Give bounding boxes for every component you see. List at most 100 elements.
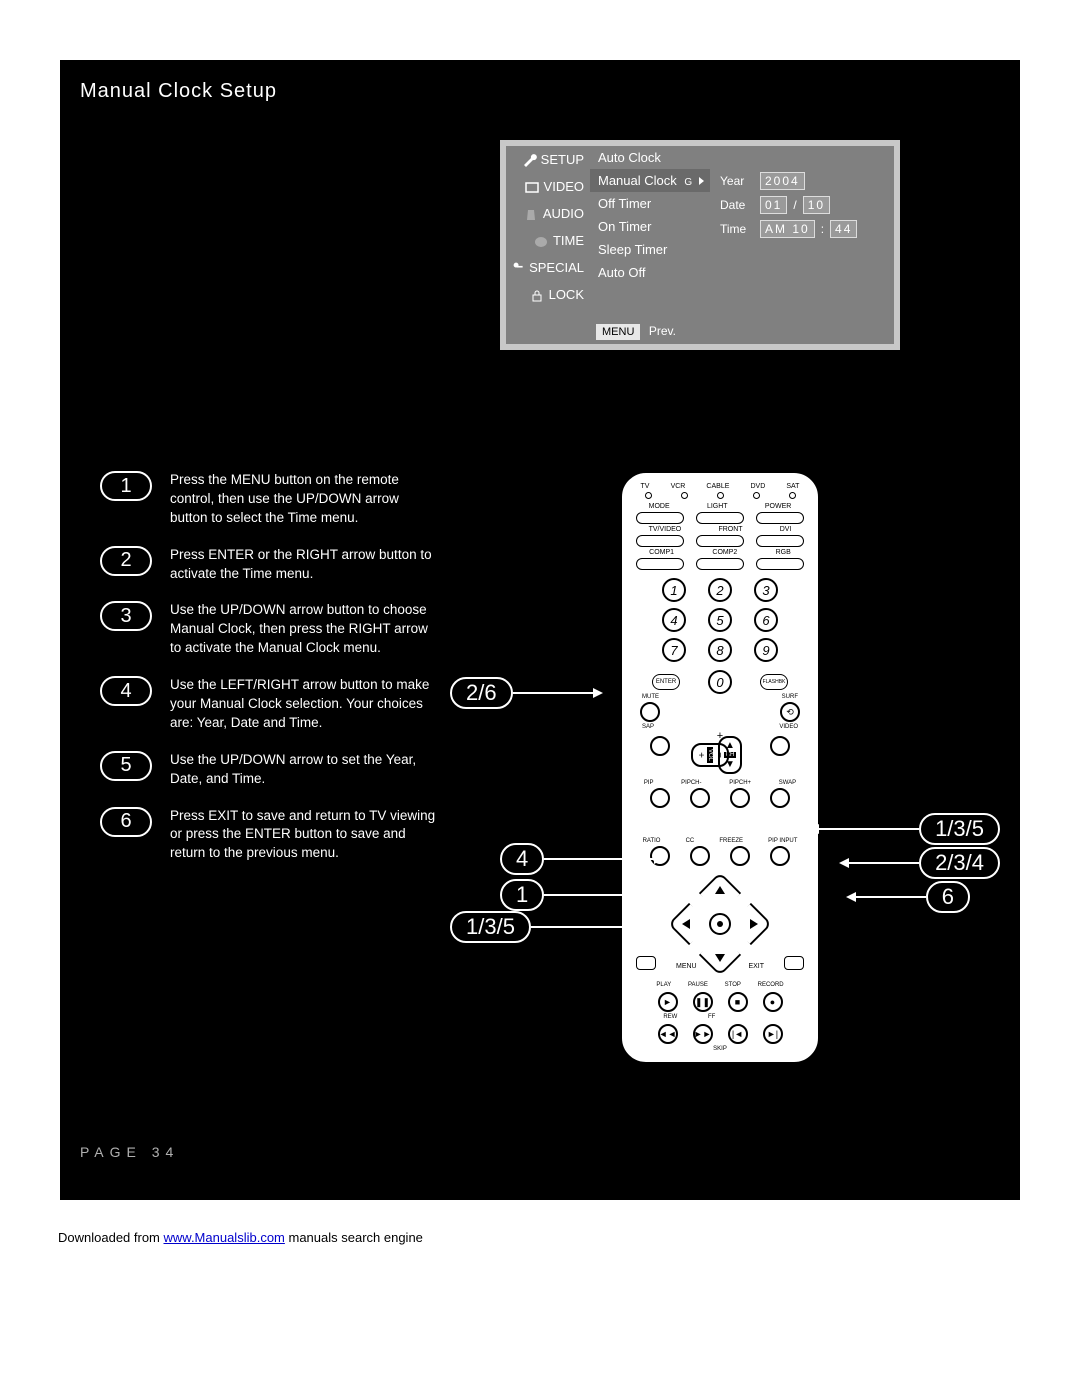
front-button[interactable] [696,535,744,547]
num-6-button[interactable]: 6 [754,608,778,632]
step-row: 3 Use the UP/DOWN arrow button to choose… [100,601,440,658]
dpad-center-button[interactable] [709,913,731,935]
ff-button[interactable]: ►► [693,1024,713,1044]
record-button[interactable]: ● [763,992,783,1012]
osd-menu-button[interactable]: MENU [596,324,640,340]
callout-line [849,862,919,864]
osd-date-day[interactable]: 10 [803,196,830,214]
step-text: Press EXIT to save and return to TV view… [170,807,440,864]
num-8-button[interactable]: 8 [708,638,732,662]
osd-cat-lock[interactable]: LOCK [506,281,590,308]
osd-opt-off-timer[interactable]: Off Timer [590,192,710,215]
flashback-button[interactable]: FLASHBK [760,674,788,690]
page-wrapper: Manual Clock Setup SETUP VIDEO AUDIO TIM… [0,0,1080,1295]
rew-button[interactable]: ◄◄ [658,1024,678,1044]
step-text: Use the UP/DOWN arrow button to choose M… [170,601,440,658]
btn-label: COMP1 [649,549,674,556]
enter-button[interactable]: ENTER [652,674,680,690]
light-button[interactable] [696,512,744,524]
remote-row3-buttons [630,558,810,570]
comp1-button[interactable] [636,558,684,570]
freeze-button[interactable] [730,846,750,866]
dpad-ring: MENU EXIT [676,880,764,968]
remote-row2-labels: TV/VIDEO FRONT DVI [630,526,810,533]
dvi-button[interactable] [756,535,804,547]
vol-rocker[interactable]: −VOL+ [691,743,729,767]
btn-label: PIPCH+ [729,780,751,786]
footer-suffix: manuals search engine [285,1230,423,1245]
wrench-icon [521,153,537,167]
pause-button[interactable]: ❚❚ [693,992,713,1012]
osd-time-min[interactable]: 44 [830,220,857,238]
btn-label: STOP [725,982,741,988]
osd-cat-video[interactable]: VIDEO [506,173,590,200]
pipinput-button[interactable] [770,846,790,866]
callout-line [531,926,631,928]
btn-label: PIPCH- [681,780,701,786]
osd-cat-special[interactable]: SPECIAL [506,254,590,281]
osd-opt-manual-clock[interactable]: Manual Clock G [590,169,710,192]
osd-cat-label: SPECIAL [529,260,584,275]
pip-button[interactable] [650,788,670,808]
speaker-icon [523,207,539,221]
btn-label: COMP2 [712,549,737,556]
menu-button[interactable] [636,956,656,970]
skip-fwd-button[interactable]: ►| [763,1024,783,1044]
pipch-minus-button[interactable] [690,788,710,808]
num-4-button[interactable]: 4 [662,608,686,632]
step-badge: 3 [100,601,152,631]
osd-year-value[interactable]: 2004 [760,172,805,190]
num-2-button[interactable]: 2 [708,578,732,602]
mute-button[interactable] [640,702,660,722]
callout-menu: 1 [500,879,636,911]
osd-year-row: Year 2004 [720,172,884,190]
num-9-button[interactable]: 9 [754,638,778,662]
osd-cat-audio[interactable]: AUDIO [506,200,590,227]
vol-label: VOL [707,747,713,763]
osd-category-column: SETUP VIDEO AUDIO TIME SPECIAL LOCK [506,146,590,344]
step-badge: 6 [100,807,152,837]
arrow-right-icon [654,854,664,864]
footer-link[interactable]: www.Manualslib.com [164,1230,285,1245]
osd-time-hour[interactable]: AM 10 [760,220,815,238]
cc-button[interactable] [690,846,710,866]
exit-button[interactable] [784,956,804,970]
down-arrow-icon [715,954,725,962]
pipch-plus-button[interactable] [730,788,750,808]
surf-button[interactable]: ⟲ [780,702,800,722]
callout-badge: 4 [500,843,544,875]
osd-opt-on-timer[interactable]: On Timer [590,215,710,238]
sap-button[interactable] [650,736,670,756]
comp2-button[interactable] [696,558,744,570]
osd-opt-auto-clock[interactable]: Auto Clock [590,146,710,169]
osd-cat-setup[interactable]: SETUP [506,146,590,173]
num-0-button[interactable]: 0 [708,670,732,694]
osd-date-month[interactable]: 01 [760,196,787,214]
osd-opt-sleep-timer[interactable]: Sleep Timer [590,238,710,261]
btn-label: FRONT [718,526,742,533]
lock-icon [529,288,545,302]
remote-area: TV VCR CABLE DVD SAT MODE [500,471,940,1064]
device-dot [789,492,796,499]
stop-button[interactable]: ■ [728,992,748,1012]
swap-button[interactable] [770,788,790,808]
num-1-button[interactable]: 1 [662,578,686,602]
num-3-button[interactable]: 3 [754,578,778,602]
mode-button[interactable] [636,512,684,524]
osd-cat-time[interactable]: TIME [506,227,590,254]
step-text: Use the LEFT/RIGHT arrow button to make … [170,676,440,733]
btn-label: SWAP [779,780,796,786]
footer-note: Downloaded from www.Manualslib.com manua… [50,1200,1030,1275]
skip-back-button[interactable]: |◄ [728,1024,748,1044]
video-button[interactable] [770,736,790,756]
osd-opt-auto-off[interactable]: Auto Off [590,261,710,284]
tvvideo-button[interactable] [636,535,684,547]
arrow-right-icon [631,922,641,932]
power-button[interactable] [756,512,804,524]
rgb-button[interactable] [756,558,804,570]
num-5-button[interactable]: 5 [708,608,732,632]
play-button[interactable]: ► [658,992,678,1012]
callout-badge: 2/6 [450,677,513,709]
num-7-button[interactable]: 7 [662,638,686,662]
step-text: Press ENTER or the RIGHT arrow button to… [170,546,440,584]
